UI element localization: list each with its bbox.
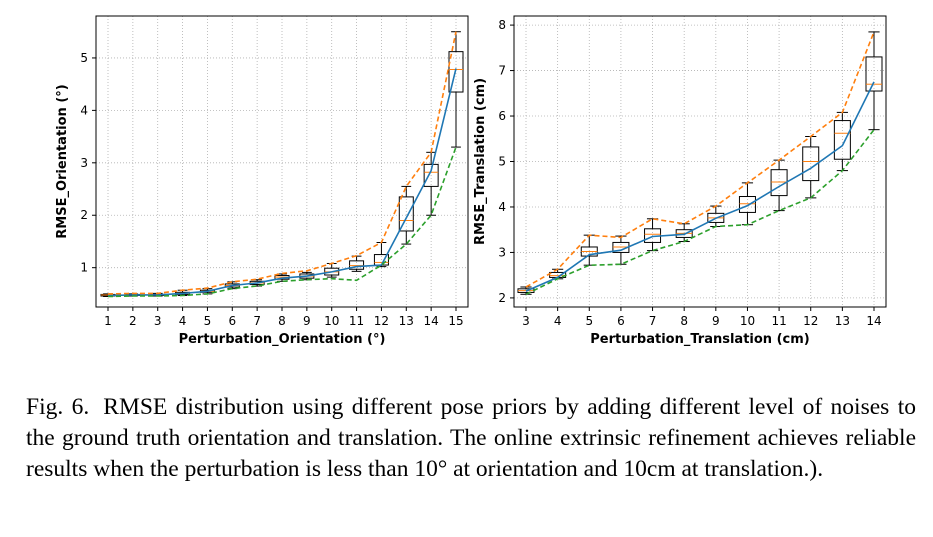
- box-plot-7: [644, 218, 662, 252]
- upper-bound-line: [525, 31, 875, 288]
- x-tick-label: 4: [554, 314, 562, 328]
- x-tick-label: 8: [278, 314, 286, 328]
- grid: [96, 16, 468, 307]
- x-tick-label: 7: [253, 314, 261, 328]
- x-tick-label: 3: [522, 314, 530, 328]
- x-tick-label: 9: [712, 314, 720, 328]
- y-tick-label: 3: [498, 245, 506, 259]
- y-tick-label: 5: [498, 155, 506, 169]
- y-tick-label: 6: [498, 109, 506, 123]
- lower-bound-line: [525, 129, 875, 296]
- x-tick-label: 10: [740, 314, 755, 328]
- y-tick-label: 4: [80, 103, 88, 117]
- orientation-chart: 1 2 3 4 5 6 7 8 9 10 11 12 13 14 1512345Perturbation_O…: [55, 15, 469, 347]
- x-tick-label: 5: [204, 314, 212, 328]
- y-tick-label: 2: [498, 291, 506, 305]
- mean-line: [107, 68, 457, 297]
- box-plot-11: [349, 255, 365, 272]
- x-tick-label: 8: [680, 314, 688, 328]
- box-plot-6: [612, 235, 630, 265]
- x-tick-label: 6: [228, 314, 236, 328]
- mean-line: [525, 81, 875, 292]
- box-body: [398, 196, 414, 232]
- box-plot-13: [398, 185, 414, 245]
- translation-chart: 3 4 5 6 7 8 9 10 11 12 13 14 2 3 4 5 6 7 8 Perturbation_Tra…: [473, 15, 887, 347]
- grid: [514, 16, 886, 307]
- box-plot-10: [738, 182, 756, 226]
- figure-caption: Fig. 6. RMSE distribution using different…: [26, 392, 916, 485]
- y-axis-label: RMSE_Orientation (°): [55, 84, 70, 238]
- x-tick-label: 12: [803, 314, 818, 328]
- x-tick-label: 5: [585, 314, 593, 328]
- x-tick-label: 14: [424, 314, 439, 328]
- plot-frame: [95, 15, 469, 308]
- caption-label: Fig. 6.: [26, 394, 90, 420]
- box-plot-11: [770, 159, 788, 212]
- y-tick-label: 3: [80, 156, 88, 170]
- x-tick-label: 11: [771, 314, 786, 328]
- x-axis-label: Perturbation_Orientation (°): [179, 332, 386, 347]
- x-tick-label: 13: [399, 314, 414, 328]
- x-tick-label: 10: [324, 314, 339, 328]
- x-tick-label: 3: [154, 314, 162, 328]
- y-tick-label: 7: [498, 64, 506, 78]
- x-tick-label: 12: [374, 314, 389, 328]
- x-tick-label: 15: [448, 314, 463, 328]
- y-axis-label: RMSE_Translation (cm): [473, 78, 488, 245]
- y-tick-label: 1: [80, 261, 88, 275]
- box-body: [738, 196, 756, 213]
- box-plot-14: [423, 151, 439, 216]
- x-axis-label: Perturbation_Translation (cm): [590, 332, 809, 347]
- x-tick-label: 6: [617, 314, 625, 328]
- box-body: [802, 146, 820, 182]
- x-tick-label: 13: [835, 314, 850, 328]
- box-body: [865, 56, 883, 92]
- x-tick-label: 4: [179, 314, 187, 328]
- lower-bound-line: [107, 146, 457, 298]
- y-tick-label: 4: [498, 200, 506, 214]
- x-tick-label: 14: [866, 314, 881, 328]
- caption-text: RMSE distribution using different pose p…: [26, 394, 916, 482]
- x-tick-label: 7: [649, 314, 657, 328]
- box-body: [349, 260, 365, 270]
- upper-bound-line: [107, 31, 457, 295]
- box-plot-14: [865, 31, 883, 131]
- y-tick-label: 8: [498, 18, 506, 32]
- x-tick-label: 1: [104, 314, 112, 328]
- box-body: [833, 120, 851, 160]
- y-tick-label: 2: [80, 208, 88, 222]
- box-body: [423, 163, 439, 187]
- x-tick-label: 11: [349, 314, 364, 328]
- x-tick-label: 2: [129, 314, 137, 328]
- x-tick-label: 9: [303, 314, 311, 328]
- box-body: [448, 51, 464, 93]
- box-plot-12: [802, 135, 820, 199]
- y-tick-label: 5: [80, 51, 88, 65]
